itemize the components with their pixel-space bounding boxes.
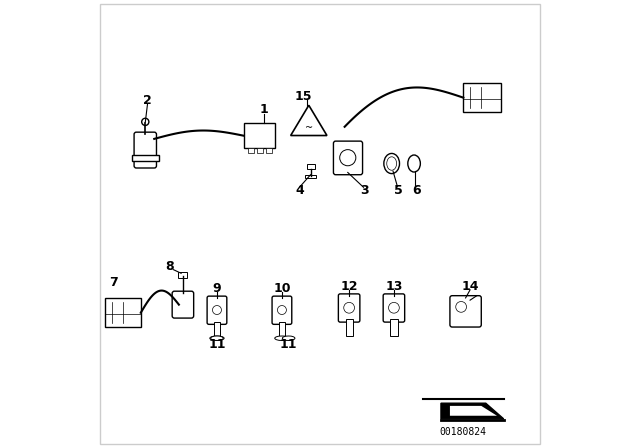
Text: 6: 6 [412, 184, 420, 197]
Ellipse shape [210, 336, 224, 340]
Ellipse shape [387, 157, 397, 170]
Text: 15: 15 [294, 90, 312, 103]
Text: 14: 14 [461, 280, 479, 293]
Text: 7: 7 [109, 276, 118, 289]
Text: 11: 11 [208, 338, 226, 352]
Bar [179, 272, 188, 278]
Bar [105, 298, 141, 327]
Ellipse shape [211, 336, 223, 340]
Bar [214, 322, 220, 336]
Circle shape [212, 306, 221, 314]
Text: 8: 8 [166, 260, 174, 273]
FancyBboxPatch shape [333, 141, 362, 175]
Text: 3: 3 [360, 184, 369, 197]
Bar [346, 319, 353, 336]
Polygon shape [441, 403, 504, 419]
Bar [305, 175, 316, 178]
Circle shape [456, 302, 467, 312]
Circle shape [278, 306, 287, 314]
Polygon shape [450, 406, 497, 416]
Ellipse shape [282, 336, 295, 340]
Text: 00180824: 00180824 [440, 427, 487, 437]
Text: 2: 2 [143, 94, 152, 108]
Bar [266, 148, 271, 153]
Bar [390, 319, 397, 336]
FancyBboxPatch shape [134, 132, 157, 168]
Text: 1: 1 [260, 103, 268, 116]
FancyBboxPatch shape [207, 296, 227, 324]
Circle shape [344, 302, 355, 313]
Ellipse shape [384, 153, 399, 173]
Text: 10: 10 [273, 282, 291, 296]
Bar [279, 322, 285, 336]
Bar [257, 148, 262, 153]
Circle shape [141, 118, 149, 125]
FancyBboxPatch shape [272, 296, 292, 324]
Text: 13: 13 [385, 280, 403, 293]
FancyBboxPatch shape [383, 294, 404, 322]
Polygon shape [291, 105, 327, 135]
Bar [307, 164, 315, 169]
Text: 9: 9 [212, 282, 221, 296]
FancyBboxPatch shape [450, 296, 481, 327]
Circle shape [388, 302, 399, 313]
Text: 5: 5 [394, 184, 403, 197]
Text: ~: ~ [305, 123, 313, 133]
Bar [248, 148, 253, 153]
Text: 12: 12 [340, 280, 358, 293]
FancyBboxPatch shape [339, 294, 360, 322]
Text: 11: 11 [280, 338, 298, 352]
Bar [463, 83, 502, 112]
FancyBboxPatch shape [172, 291, 194, 318]
Bar [244, 123, 275, 148]
Bar [132, 155, 159, 161]
Circle shape [340, 150, 356, 166]
Text: 4: 4 [296, 184, 304, 197]
Ellipse shape [275, 336, 289, 340]
Ellipse shape [408, 155, 420, 172]
